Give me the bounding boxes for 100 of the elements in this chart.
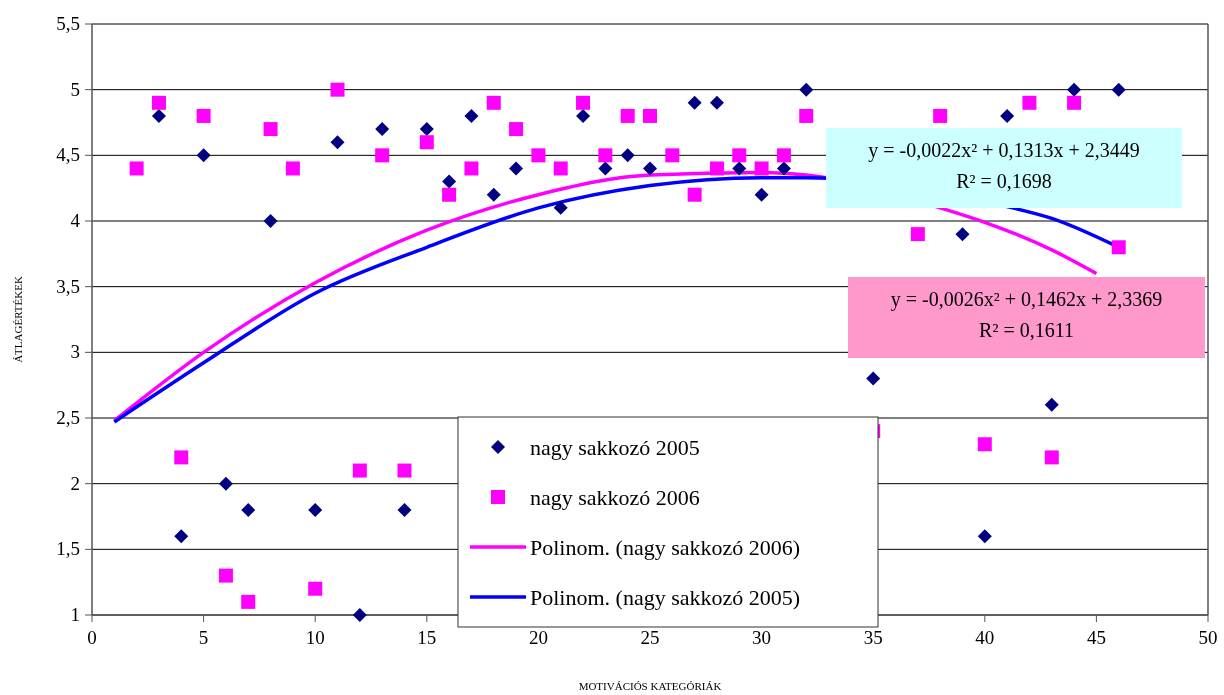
- legend-label: nagy sakkozó 2005: [530, 435, 700, 460]
- point: [1022, 95, 1037, 110]
- y-tick-label: 5,5: [56, 13, 80, 34]
- point: [531, 148, 546, 163]
- point: [709, 95, 724, 110]
- point: [1000, 108, 1015, 123]
- point: [687, 187, 702, 202]
- annotation: y = -0,0026x² + 0,1462x + 2,3369 R² = 0,1611: [890, 288, 1163, 341]
- point: [509, 122, 524, 137]
- point: [241, 502, 256, 517]
- point: [687, 95, 702, 110]
- x-tick-label: 10: [305, 627, 325, 648]
- point: [285, 161, 300, 176]
- point: [754, 161, 769, 176]
- point: [464, 108, 479, 123]
- point: [799, 82, 814, 97]
- point: [352, 608, 367, 622]
- point: [375, 122, 390, 137]
- point: [263, 122, 278, 137]
- x-axis-title: MOTIVÁCIÓS KATEGÓRIÁK: [578, 680, 722, 692]
- y-tick-label: 3: [70, 341, 80, 363]
- x-tick-label: 15: [417, 627, 437, 648]
- point: [776, 148, 791, 163]
- point: [196, 108, 211, 123]
- point: [308, 502, 323, 517]
- legend-label: Polinom. (nagy sakkozó 2005): [530, 585, 801, 610]
- y-tick-label: 1,5: [56, 538, 80, 560]
- y-tick-label: 3,5: [56, 275, 80, 297]
- point: [486, 187, 501, 202]
- point: [799, 108, 814, 123]
- point: [910, 227, 925, 242]
- point: [977, 437, 992, 452]
- point: [196, 148, 211, 163]
- x-tick-label: 0: [87, 627, 97, 648]
- point: [643, 161, 657, 176]
- y-tick-label: 4: [70, 210, 81, 231]
- y-tick-label: 2: [70, 472, 80, 494]
- point: [576, 95, 591, 110]
- point: [1111, 240, 1126, 255]
- point: [330, 135, 345, 150]
- x-tick-label: 5: [198, 627, 209, 648]
- point: [442, 174, 457, 189]
- point: [397, 463, 412, 478]
- point: [1067, 82, 1082, 97]
- point: [352, 463, 367, 478]
- point: [464, 161, 479, 176]
- point: [218, 568, 233, 583]
- point: [1111, 82, 1126, 97]
- point: [174, 529, 189, 544]
- point: [933, 108, 948, 123]
- x-tick-label: 20: [528, 627, 548, 648]
- point: [218, 476, 233, 491]
- point: [330, 82, 345, 97]
- x-tick-label: 45: [1086, 627, 1106, 648]
- x-tick-label: 50: [1198, 627, 1218, 648]
- point: [977, 529, 992, 544]
- point: [866, 371, 881, 386]
- legend-label: nagy sakkozó 2006: [530, 485, 700, 510]
- point: [643, 108, 657, 123]
- point: [732, 161, 747, 176]
- point: [732, 148, 747, 163]
- point: [576, 108, 591, 123]
- point: [553, 161, 568, 176]
- point: [1067, 95, 1082, 110]
- point: [151, 108, 166, 123]
- point: [665, 148, 680, 163]
- point: [754, 187, 769, 202]
- point: [442, 187, 457, 202]
- point: [955, 227, 970, 242]
- point: [174, 450, 189, 465]
- point: [129, 161, 144, 176]
- point: [1044, 397, 1059, 412]
- y-tick-label: 2,5: [56, 407, 80, 428]
- annotation: y = -0,0022x² + 0,1313x + 2,3449 R² = 0,1698: [868, 139, 1140, 192]
- point: [375, 148, 390, 163]
- y-tick-label: 5: [70, 78, 80, 100]
- y-axis-title: ÁTLAGÉRTÉKEK: [12, 276, 24, 363]
- point: [620, 148, 635, 163]
- point: [486, 95, 501, 110]
- point: [620, 108, 635, 123]
- x-tick-label: 35: [863, 627, 883, 648]
- point: [509, 161, 524, 176]
- x-tick-label: 30: [752, 627, 772, 648]
- point: [419, 122, 434, 137]
- point: [263, 214, 278, 228]
- x-tick-label: 25: [640, 627, 660, 648]
- point: [397, 502, 412, 517]
- point: [553, 200, 568, 215]
- point: [241, 594, 256, 609]
- point: [419, 135, 434, 150]
- y-tick-label: 1: [70, 604, 80, 625]
- point: [151, 95, 166, 110]
- point: [598, 161, 613, 176]
- point: [776, 161, 791, 176]
- y-tick-label: 4,5: [56, 144, 80, 166]
- legend-label: Polinom. (nagy sakkozó 2006): [530, 535, 801, 560]
- x-tick-label: 40: [975, 627, 995, 648]
- point: [598, 148, 613, 163]
- point: [1044, 450, 1059, 465]
- point: [709, 161, 724, 176]
